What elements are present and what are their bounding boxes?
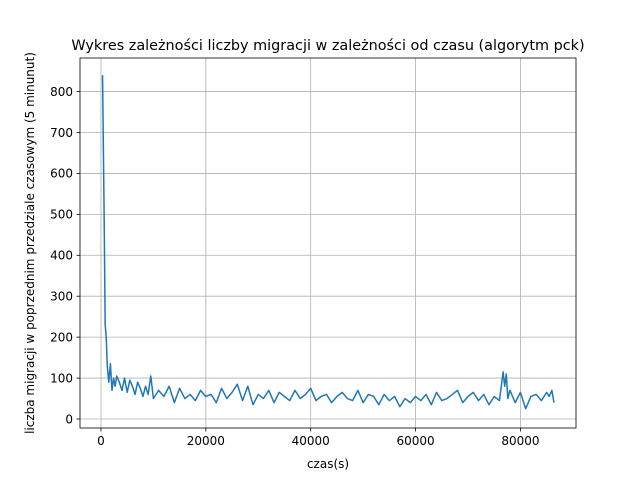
y-tick-label: 0 [65, 412, 73, 426]
y-tick-label: 700 [50, 126, 73, 140]
chart-title: Wykres zależności liczby migracji w zale… [71, 38, 584, 54]
x-tick-label: 20000 [187, 434, 225, 448]
plot-background [80, 58, 576, 428]
y-tick-label: 100 [50, 371, 73, 385]
y-tick-label: 400 [50, 249, 73, 263]
plot-frame [79, 57, 577, 429]
y-tick-label: 500 [50, 208, 73, 222]
x-tick-label: 0 [97, 434, 105, 448]
x-tick-label: 80000 [501, 434, 539, 448]
x-axis-label: czas(s) [307, 457, 349, 471]
y-tick-label: 300 [50, 290, 73, 304]
x-axis-ticks: 0 20000 40000 60000 80000 [97, 428, 540, 448]
y-tick-label: 800 [50, 85, 73, 99]
x-tick-label: 40000 [292, 434, 330, 448]
y-axis-ticks: 0 100 200 300 400 500 600 700 800 [50, 85, 80, 426]
y-tick-label: 200 [50, 330, 73, 344]
grid-lines [80, 58, 576, 428]
y-tick-label: 600 [50, 167, 73, 181]
x-tick-label: 60000 [396, 434, 434, 448]
y-axis-label: liczba migracji w poprzednim przedziale … [23, 52, 37, 434]
series-line [101, 75, 555, 410]
